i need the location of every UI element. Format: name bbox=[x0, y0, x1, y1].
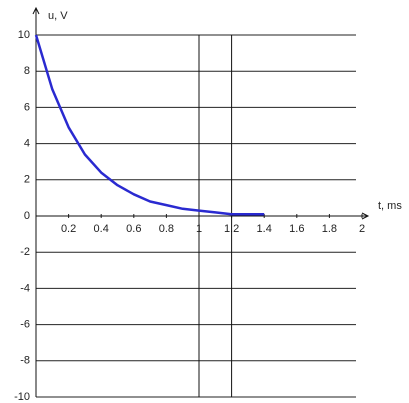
y-tick-label: 2 bbox=[24, 174, 30, 186]
x-axis-arrow bbox=[361, 212, 370, 220]
line-series bbox=[34, 34, 265, 216]
y-tick-label: -2 bbox=[20, 246, 30, 258]
x-tick-label: 2 bbox=[359, 223, 365, 235]
y-tick-label: 10 bbox=[18, 29, 30, 41]
x-tick-label: 1.6 bbox=[289, 223, 304, 235]
x-tick-label: 1.8 bbox=[322, 223, 337, 235]
x-tick-label: 0.8 bbox=[159, 223, 174, 235]
y-tick-label: 0 bbox=[24, 210, 30, 222]
x-tick-label: 0.6 bbox=[126, 223, 141, 235]
y-tick-label: -10 bbox=[14, 391, 30, 403]
y-tick-label: 4 bbox=[24, 138, 30, 150]
y-tick-label: 6 bbox=[24, 101, 30, 113]
y-tick-label: -8 bbox=[20, 355, 30, 367]
x-axis-label: t, ms bbox=[378, 200, 402, 212]
y-tick-label: -6 bbox=[20, 319, 30, 331]
x-tick-label: 0.2 bbox=[61, 223, 76, 235]
x-tick-label: 0.4 bbox=[94, 223, 109, 235]
x-tick-label: 1.4 bbox=[257, 223, 272, 235]
y-axis-arrow bbox=[32, 6, 40, 15]
y-tick-label: -4 bbox=[20, 282, 30, 294]
y-tick-label: 8 bbox=[24, 65, 30, 77]
y-axis-label: u, V bbox=[48, 10, 68, 22]
